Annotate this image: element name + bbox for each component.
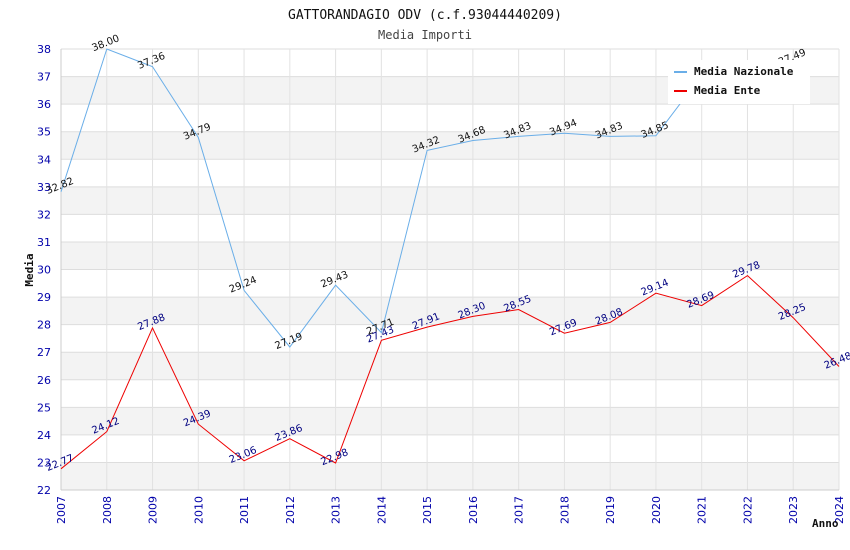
y-tick-label: 22 [37,484,51,497]
y-tick-label: 33 [37,181,51,194]
y-tick-label: 25 [37,401,51,414]
y-axis-ticks: 22 23 24 25 26 27 28 29 30 31 32 33 34 35 36 37 38 [37,43,51,497]
y-axis-label: Media [23,253,36,286]
legend-label-media-nazionale: Media Nazionale [694,65,794,78]
x-tick-label: 2018 [558,496,571,524]
series-line-media-ente [60,274,840,470]
x-tick-label: 2008 [101,496,114,524]
y-tick-label: 37 [37,71,51,84]
x-tick-label: 2013 [330,496,343,524]
grid-band [61,159,839,187]
y-tick-label: 34 [37,153,51,166]
grid-band [61,324,839,353]
plot-background [60,48,840,491]
chart-title: GATTORANDAGIO ODV (c.f.93044440209) [288,8,562,23]
chart-subtitle: Media Importi [378,28,472,42]
x-tick-label: 2020 [650,496,663,524]
y-tick-label: 36 [37,98,51,111]
grid-band [61,434,839,463]
y-tick-label: 35 [37,126,51,139]
x-tick-label: 2011 [238,496,251,524]
y-tick-label: 23 [37,456,51,469]
legend-label-media-ente: Media Ente [694,84,761,97]
grid-band [61,352,839,380]
x-tick-label: 2019 [604,496,617,524]
grid-band [61,241,839,270]
legend-box [668,60,810,104]
x-axis-ticks: 2007 2008 2009 2010 2011 2012 2013 2014 2015 2016… [55,496,846,524]
legend: Media Nazionale Media Ente [668,60,810,104]
x-axis-label: Anno [812,517,839,530]
x-tick-label: 2010 [192,496,205,524]
grid-band [61,104,839,132]
x-tick-label: 2016 [467,496,480,524]
x-tick-label: 2007 [55,496,68,524]
y-tick-label: 27 [37,346,51,359]
y-tick-label: 32 [37,208,51,221]
x-tick-label: 2017 [513,496,526,524]
x-tick-label: 2014 [375,496,388,524]
x-tick-label: 2012 [284,496,297,524]
grid-band [61,379,839,408]
y-tick-label: 26 [37,374,51,387]
grid-band [61,186,839,215]
series-line-media-nazionale [60,48,794,348]
grid-band [61,407,839,435]
x-tick-label: 2023 [787,496,800,524]
y-tick-label: 30 [37,264,51,277]
y-tick-label: 29 [37,291,51,304]
grid-band [61,214,839,242]
x-tick-label: 2021 [696,496,709,524]
y-tick-label: 24 [37,429,51,442]
y-tick-label: 38 [37,43,51,56]
y-tick-label: 28 [37,319,51,332]
grid-band [61,297,839,325]
x-tick-label: 2015 [421,496,434,524]
y-tick-label: 31 [37,236,51,249]
x-tick-label: 2024 [833,496,846,524]
grid-band [61,462,839,490]
grid-band [61,269,839,298]
x-tick-label: 2022 [741,496,754,524]
series-layer [60,48,840,470]
x-tick-label: 2009 [147,496,160,524]
